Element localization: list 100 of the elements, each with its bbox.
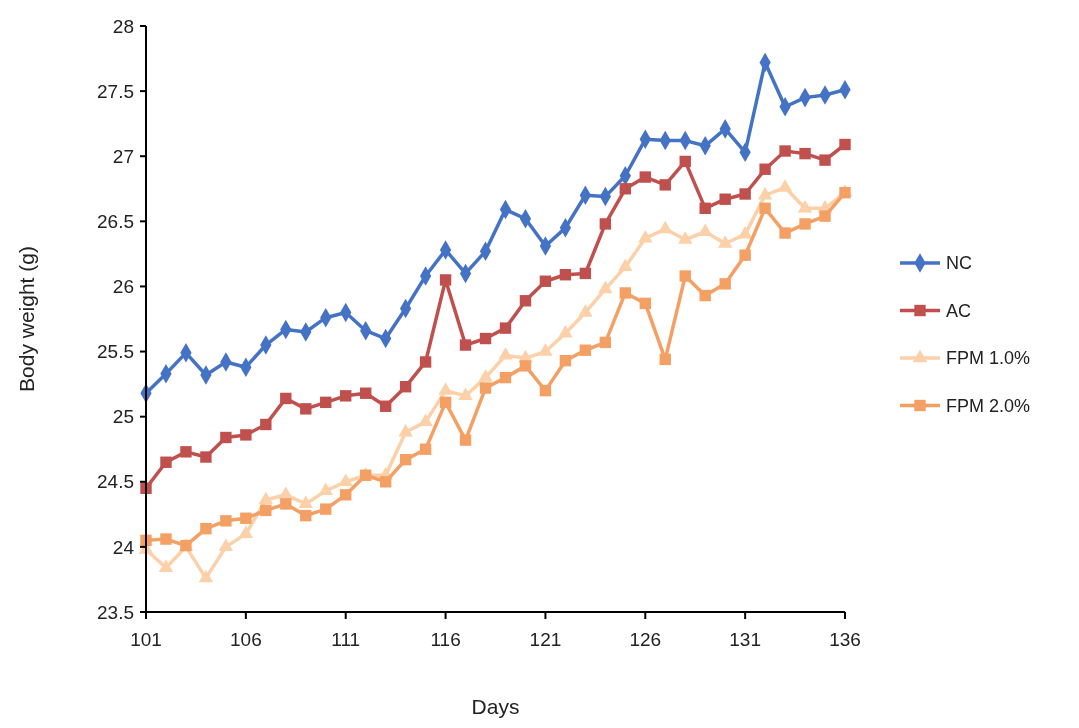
point (260, 504, 272, 517)
point (737, 226, 753, 239)
x-axis-title: Days (471, 695, 520, 718)
point (839, 138, 851, 151)
point (240, 429, 252, 441)
y-tick-label: 26.5 (97, 210, 134, 232)
point (478, 369, 493, 382)
point (678, 231, 693, 244)
point (160, 456, 172, 468)
point (379, 400, 392, 412)
point (499, 322, 512, 334)
point (280, 392, 292, 405)
x-tick-label: 101 (130, 629, 162, 650)
point (679, 155, 691, 168)
point (559, 269, 572, 281)
point (300, 403, 312, 415)
y-tick-label: 25 (112, 406, 134, 428)
point (298, 495, 313, 509)
point (559, 354, 572, 367)
point (258, 491, 274, 505)
point (717, 235, 733, 248)
y-tick-label: 24 (112, 536, 135, 558)
point (759, 202, 771, 215)
point (579, 267, 592, 280)
y-tick-label: 27 (112, 145, 134, 167)
legend-label: NC (946, 253, 972, 274)
x-tick-label: 111 (331, 629, 361, 650)
point (340, 489, 352, 501)
point (819, 154, 831, 166)
point (519, 295, 532, 307)
y-tick-label: 24.5 (97, 471, 134, 493)
point (539, 384, 552, 397)
point (558, 325, 573, 338)
point (439, 396, 452, 409)
point (318, 482, 333, 496)
y-axis-title: Body weight (g) (15, 246, 38, 392)
point (699, 289, 711, 302)
legend-label: FPM 1.0% (946, 348, 1031, 369)
point (799, 147, 811, 160)
point (459, 339, 472, 351)
x-tick-label: 126 (629, 629, 662, 650)
point (300, 509, 312, 522)
point (679, 270, 691, 282)
point (539, 275, 552, 287)
point (220, 515, 232, 527)
point (739, 188, 751, 200)
point (240, 512, 252, 524)
y-tick-label: 26 (112, 276, 134, 298)
point (819, 210, 831, 222)
point (578, 304, 593, 317)
y-tick-label: 27.5 (97, 80, 134, 102)
point (779, 145, 791, 157)
point (419, 443, 432, 455)
point (759, 163, 771, 175)
point (320, 503, 332, 515)
point (160, 533, 172, 545)
point (618, 258, 633, 272)
point (418, 413, 433, 427)
point (519, 360, 532, 372)
y-tick-label: 25.5 (97, 341, 134, 363)
x-tick-label: 116 (430, 629, 461, 650)
point (499, 371, 512, 384)
point (799, 218, 811, 230)
point (779, 227, 791, 239)
x-tick-label: 131 (729, 629, 761, 650)
point (398, 423, 413, 437)
point (280, 498, 292, 510)
legend-label: AC (946, 300, 972, 321)
point (719, 193, 731, 205)
point (200, 451, 212, 463)
point (399, 453, 412, 466)
point (359, 387, 372, 399)
point (498, 347, 513, 360)
point (338, 473, 353, 486)
point (619, 183, 632, 195)
point (340, 390, 352, 402)
point (419, 356, 432, 368)
point (599, 218, 612, 230)
point (220, 431, 232, 444)
point (658, 220, 673, 234)
point (158, 559, 174, 572)
point (579, 344, 592, 356)
point (719, 278, 731, 290)
point (619, 287, 632, 299)
point (439, 274, 452, 286)
x-tick-label: 106 (230, 629, 262, 650)
y-tick-label: 28 (112, 15, 134, 37)
point (639, 297, 651, 310)
point (659, 353, 671, 366)
point (599, 336, 612, 349)
point (739, 249, 751, 261)
point (538, 343, 553, 356)
point (699, 202, 711, 215)
x-tick-label: 136 (829, 629, 861, 650)
point (659, 179, 671, 191)
point (459, 434, 472, 446)
point (379, 476, 392, 488)
point (639, 171, 651, 183)
point (598, 280, 613, 294)
point (260, 418, 272, 431)
